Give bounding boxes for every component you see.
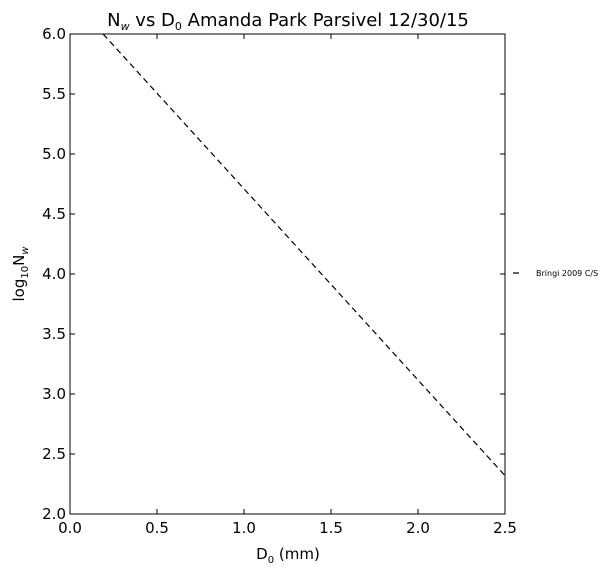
xlabel-d: D	[256, 545, 268, 563]
x-axis-label: D0 (mm)	[256, 545, 320, 566]
chart-title: Nw vs D0 Amanda Park Parsivel 12/30/15	[107, 10, 469, 33]
y-tick-label: 3.0	[42, 385, 66, 403]
title-n: N	[107, 10, 120, 31]
y-axis-label: log10Nw	[10, 246, 31, 302]
x-axis: 0.0 0.5 1.0 1.5 2.0 2.5	[58, 34, 517, 537]
x-tick-label: 0.5	[145, 519, 169, 537]
y-tick-label: 5.5	[42, 85, 66, 103]
y-tick-label: 4.0	[42, 265, 66, 283]
title-rest: Amanda Park Parsivel 12/30/15	[182, 10, 469, 31]
title-n-subscript: w	[121, 20, 130, 33]
x-tick-label: 0.0	[58, 519, 82, 537]
x-tick-label: 2.0	[406, 519, 430, 537]
y-tick-label: 4.5	[42, 205, 66, 223]
ylabel-log: log	[10, 279, 28, 302]
x-tick-label: 1.0	[232, 519, 256, 537]
y-tick-label: 5.0	[42, 145, 66, 163]
legend: Bringi 2009 C/S	[513, 269, 598, 278]
title-d-subscript: 0	[175, 20, 182, 33]
x-tick-label: 1.5	[319, 519, 343, 537]
y-tick-label: 2.5	[42, 445, 66, 463]
legend-label: Bringi 2009 C/S	[536, 269, 598, 278]
y-axis: 2.0 2.5 3.0 3.5 4.0 4.5 5.0 5.5 6.0	[42, 25, 505, 523]
xlabel-d-subscript: 0	[268, 555, 274, 566]
y-tick-label: 2.0	[42, 505, 66, 523]
plot-area	[69, 33, 506, 515]
ylabel-n-subscript: w	[20, 246, 31, 255]
x-tick-label: 2.5	[493, 519, 517, 537]
ylabel-n: N	[10, 255, 28, 266]
series-line-0	[102, 33, 506, 477]
y-tick-label: 3.5	[42, 325, 66, 343]
xlabel-rest: (mm)	[274, 545, 320, 563]
ylabel-log-subscript: 10	[20, 266, 31, 279]
series-layer	[102, 33, 506, 477]
title-vs: vs D	[130, 10, 175, 31]
y-tick-label: 6.0	[42, 25, 66, 43]
